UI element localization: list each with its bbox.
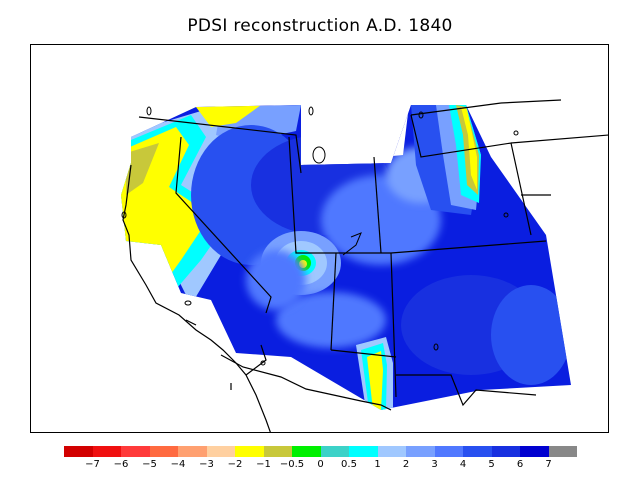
legend-swatch bbox=[349, 446, 378, 457]
legend-labels: −7 −6 −5 −4 −3 −2 −1 −0.5 0 0.5 1 2 3 4 5 6 7 bbox=[0, 459, 640, 475]
lake-markers bbox=[121, 106, 519, 366]
legend-label: 2 bbox=[402, 459, 410, 470]
legend-swatch bbox=[320, 446, 349, 457]
legend-label: −2 bbox=[227, 459, 243, 470]
pdsi-map bbox=[121, 99, 608, 432]
map-title: PDSI reconstruction A.D. 1840 bbox=[187, 16, 453, 36]
legend-swatch bbox=[235, 446, 264, 457]
legend-swatch bbox=[206, 446, 235, 457]
legend-swatch bbox=[406, 446, 435, 457]
legend-swatch bbox=[377, 446, 406, 457]
legend-label: −4 bbox=[170, 459, 186, 470]
legend-swatch bbox=[149, 446, 178, 457]
legend-swatch bbox=[263, 446, 292, 457]
legend-label: 7 bbox=[545, 459, 552, 470]
legend-label: −0.5 bbox=[279, 459, 305, 470]
legend-label: 5 bbox=[488, 459, 495, 470]
legend-label: −6 bbox=[113, 459, 129, 470]
legend-label: 6 bbox=[516, 459, 524, 470]
pdsi-field bbox=[121, 105, 571, 410]
legend-swatch bbox=[491, 446, 520, 457]
legend-swatch bbox=[520, 446, 549, 457]
legend-label: 4 bbox=[459, 459, 467, 470]
legend-label: −3 bbox=[199, 459, 214, 470]
legend-swatch bbox=[121, 446, 150, 457]
color-legend bbox=[64, 446, 577, 457]
legend-label: 3 bbox=[431, 459, 438, 470]
map-frame bbox=[30, 44, 609, 433]
legend-swatch bbox=[64, 446, 93, 457]
legend-swatch bbox=[92, 446, 121, 457]
legend-label: −1 bbox=[256, 459, 271, 470]
legend-swatch bbox=[292, 446, 321, 457]
legend-label: −5 bbox=[142, 459, 157, 470]
legend-swatch bbox=[548, 446, 577, 457]
legend-label: 1 bbox=[374, 459, 381, 470]
legend-label: 0 bbox=[317, 459, 324, 470]
map-boundaries bbox=[122, 99, 608, 432]
legend-swatch bbox=[178, 446, 207, 457]
legend-swatch bbox=[463, 446, 492, 457]
legend-label: 0.5 bbox=[341, 459, 357, 470]
legend-label: −7 bbox=[85, 459, 100, 470]
legend-swatch bbox=[434, 446, 463, 457]
